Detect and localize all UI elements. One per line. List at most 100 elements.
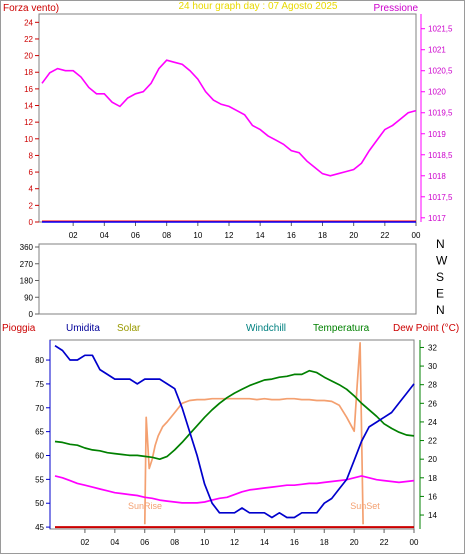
chart3-right-tick-label: 28 [428,381,437,390]
chart1-title: 24 hour graph day : 07 Agosto 2025 [178,1,337,12]
chart1-left-label: Forza vento) [3,3,59,14]
chart3-x-tick-label: 02 [80,538,89,547]
chart3-x-tick-label: 10 [200,538,209,547]
chart1-right-tick-label: 1019,5 [428,109,453,118]
chart1-left-tick-label: 22 [24,35,33,44]
chart3-series-temperatura [54,369,415,461]
chart1-x-tick-label: 18 [318,231,327,240]
chart1-left-tick-label: 14 [24,102,33,111]
chart1-x-tick-label: 00 [412,231,421,240]
chart3-right-tick-label: 32 [428,343,437,352]
chart3-left-tick-label: 70 [35,404,44,413]
chart1-x-tick-label: 10 [193,231,202,240]
chart3-right-tick-label: 20 [428,455,437,464]
sunrise-annotation: SunRise [128,501,162,511]
chart1-x-tick-label: 16 [287,231,296,240]
chart1-left-tick-label: 0 [29,218,34,227]
chart1-right-tick-label: 1020 [428,88,446,97]
chart3-x-tick-label: 16 [290,538,299,547]
chart3-left-tick-label: 45 [35,523,44,532]
chart1-left-tick-label: 8 [29,151,34,160]
chart3-x-tick-label: 08 [170,538,179,547]
chart1-left-tick-label: 10 [24,135,33,144]
chart3-left-tick-label: 65 [35,428,44,437]
chart3-legend-entry: Solar [117,323,141,334]
chart1-right-tick-label: 1017 [428,214,446,223]
chart3-x-tick-label: 20 [350,538,359,547]
chart3-left-tick-label: 50 [35,499,44,508]
chart1-series [41,59,417,223]
chart3-x-tick-label: 00 [410,538,419,547]
chart3-left-tick-label: 80 [35,356,44,365]
chart1-right-label: Pressione [374,3,419,14]
chart3-x-tick-label: 06 [140,538,149,547]
chart3-legend-entry: Temperatura [313,323,370,334]
chart1-left-tick-label: 2 [29,201,34,210]
chart1-x-tick-label: 06 [131,231,140,240]
chart1-left-tick-label: 20 [24,52,33,61]
chart3-legend-entry: Pioggia [2,323,36,334]
chart3-series-solar [143,341,364,525]
chart3-series-dew-point-c [54,475,415,504]
chart3-x-tick-label: 04 [110,538,119,547]
chart3-right-tick-label: 26 [428,399,437,408]
sunset-annotation: SunSet [350,501,380,511]
chart3-left-tick-label: 55 [35,475,44,484]
chart3-legend-entry: Dew Point (°C) [393,323,459,334]
chart1-x-tick-label: 14 [256,231,265,240]
chart1-x-tick-label: 12 [225,231,234,240]
chart2-direction-label: N [436,303,445,317]
chart1-x-tick-label: 04 [100,231,109,240]
chart1-right-tick-label: 1021,5 [428,25,453,34]
chart3-right-ticks: 14 16 18 20 22 24 26 28 30 32 [420,343,437,520]
chart1-plot-area [38,13,417,223]
chart1-right-tick-label: 1021 [428,46,446,55]
chart3-left-ticks: 45 50 55 60 65 70 75 80 [35,356,50,532]
chart3-x-tick-label: 18 [320,538,329,547]
chart3-right-tick-label: 18 [428,474,437,483]
chart1-right-tick-label: 1019 [428,130,446,139]
chart3-x-tick-label: 14 [260,538,269,547]
chart1-right-tick-label: 1017,5 [428,193,453,202]
chart3-legend-entry: Umidita [66,323,100,334]
chart1-right-ticks: 1017 1017,5 1018 1018,5 1019 1019,5 1020 1020,5… [421,25,453,223]
chart2-left-tick-label: 270 [20,260,34,269]
chart3-legend-entry: Windchill [246,323,286,334]
chart3-left-tick-label: 75 [35,380,44,389]
chart1-series-line [41,59,417,177]
chart1-right-tick-label: 1020,5 [428,67,453,76]
chart2-left-tick-label: 90 [24,293,33,302]
chart1-right-tick-label: 1018,5 [428,151,453,160]
chart1-x-tick-label: 20 [349,231,358,240]
chart1-x-tick-label: 02 [69,231,78,240]
chart3-right-tick-label: 16 [428,492,437,501]
chart2-direction-label: E [436,287,444,301]
chart2-left-ticks: 360 270 180 90 0 [20,243,39,319]
chart1-right-tick-label: 1018 [428,172,446,181]
chart2-direction-label: S [436,270,444,284]
chart3-x-ticks: 02 04 06 08 10 12 14 16 18 20 22 00 [80,529,419,547]
chart3-right-tick-label: 30 [428,362,437,371]
chart2-left-tick-label: 360 [20,243,34,252]
chart2-direction-label: N [436,237,445,251]
chart3-right-tick-label: 14 [428,511,437,520]
chart2-left-tick-label: 0 [29,310,34,319]
chart1-x-ticks: 02 04 06 08 10 12 14 16 18 20 22 00 [69,222,421,240]
chart1-left-tick-label: 18 [24,68,33,77]
chart3-x-tick-label: 12 [230,538,239,547]
chart1-left-tick-label: 16 [24,85,33,94]
chart1-left-tick-label: 4 [29,185,34,194]
chart2-left-tick-label: 180 [20,277,34,286]
chart3-series [54,341,415,529]
chart2-plot-area [38,243,417,315]
chart3-left-tick-label: 60 [35,452,44,461]
chart3-right-tick-label: 22 [428,437,437,446]
chart3-x-tick-label: 22 [380,538,389,547]
chart2-direction-label: W [436,254,448,268]
chart1-left-tick-label: 12 [24,118,33,127]
chart1-left-tick-label: 6 [29,168,34,177]
